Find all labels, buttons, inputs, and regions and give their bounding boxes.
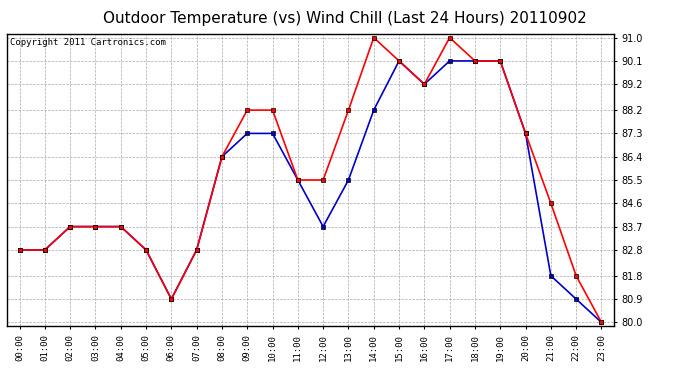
- Text: Outdoor Temperature (vs) Wind Chill (Last 24 Hours) 20110902: Outdoor Temperature (vs) Wind Chill (Las…: [103, 11, 587, 26]
- Text: Copyright 2011 Cartronics.com: Copyright 2011 Cartronics.com: [10, 38, 166, 47]
